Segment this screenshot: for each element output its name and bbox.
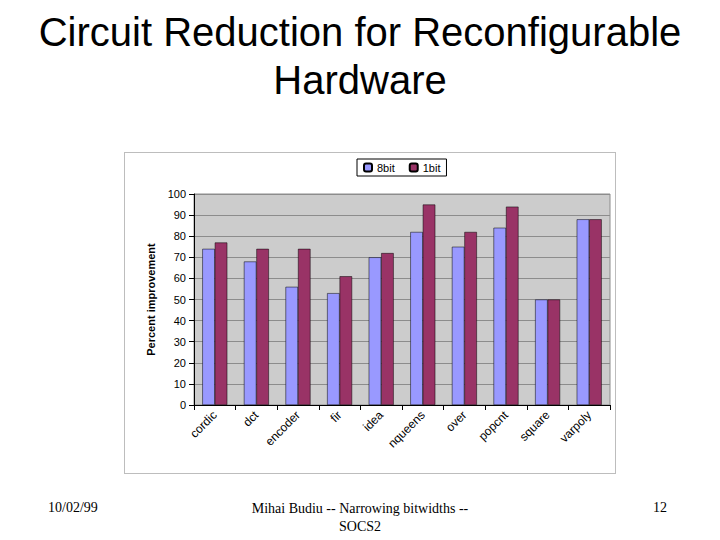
svg-text:cordic: cordic xyxy=(187,408,220,441)
svg-text:Percent improvement: Percent improvement xyxy=(145,243,157,356)
svg-text:80: 80 xyxy=(174,230,186,242)
html-text:10/02/99: 10/02/99 xyxy=(48,500,98,515)
svg-text:1bit: 1bit xyxy=(423,162,441,174)
svg-text:varpoly: varpoly xyxy=(557,408,594,445)
svg-text:70: 70 xyxy=(174,251,186,263)
html-text:Circuit Reduction for Reconfig: Circuit Reduction for Reconfigurable Har… xyxy=(38,10,682,102)
html-text:Mihai Budiu -- Narrowing bitwi: Mihai Budiu -- Narrowing bitwidths -- SO… xyxy=(251,501,469,534)
svg-text:square: square xyxy=(517,408,553,444)
svg-text:30: 30 xyxy=(174,336,186,348)
svg-text:popcnt: popcnt xyxy=(476,408,512,444)
svg-text:encoder: encoder xyxy=(262,408,303,449)
svg-text:8bit: 8bit xyxy=(377,162,395,174)
svg-text:100: 100 xyxy=(168,188,186,200)
svg-text:dct: dct xyxy=(240,408,262,430)
svg-text:0: 0 xyxy=(180,399,186,411)
html-text:12: 12 xyxy=(653,500,667,515)
svg-text:fir: fir xyxy=(328,408,345,425)
svg-text:idea: idea xyxy=(360,408,386,434)
svg-text:20: 20 xyxy=(174,357,186,369)
svg-text:60: 60 xyxy=(174,272,186,284)
svg-text:over: over xyxy=(443,408,469,434)
svg-text:40: 40 xyxy=(174,315,186,327)
svg-text:10: 10 xyxy=(174,378,186,390)
svg-text:nqueens: nqueens xyxy=(385,408,427,450)
svg-text:90: 90 xyxy=(174,209,186,221)
svg-text:50: 50 xyxy=(174,294,186,306)
